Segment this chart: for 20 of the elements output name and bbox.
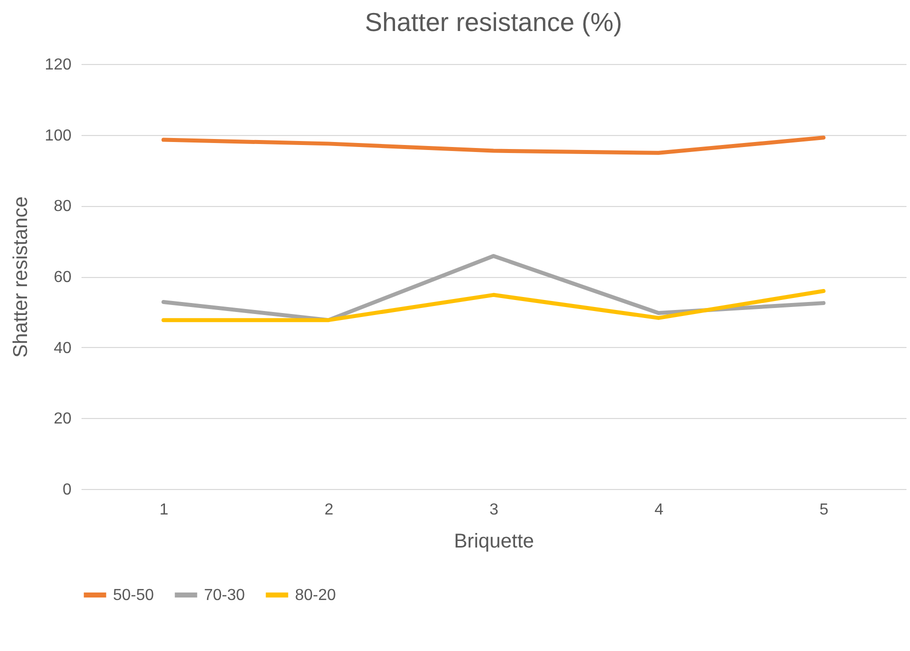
x-axis-title: Briquette <box>454 530 534 552</box>
legend-label: 70-30 <box>204 587 246 604</box>
legend-label: 80-20 <box>295 587 336 604</box>
y-axis-title: Shatter resistance <box>10 196 32 358</box>
y-tick-label: 80 <box>54 198 72 216</box>
legend-label: 50-50 <box>113 587 154 604</box>
line-series <box>162 289 826 322</box>
x-tick-label: 4 <box>654 502 664 518</box>
y-tick-label: 40 <box>54 340 72 357</box>
x-tick-label: 5 <box>820 502 829 518</box>
line-series <box>162 136 826 155</box>
x-tick-label: 3 <box>490 502 499 518</box>
chart-title: Shatter resistance (%) <box>364 7 622 37</box>
y-tick-label: 100 <box>44 127 72 144</box>
x-tick-label: 1 <box>160 502 169 518</box>
x-tick-label: 2 <box>324 502 334 518</box>
y-tick-label: 120 <box>44 56 72 74</box>
y-tick-label: 60 <box>54 269 72 286</box>
y-tick-label: 20 <box>54 410 72 428</box>
y-tick-label: 0 <box>62 482 72 498</box>
